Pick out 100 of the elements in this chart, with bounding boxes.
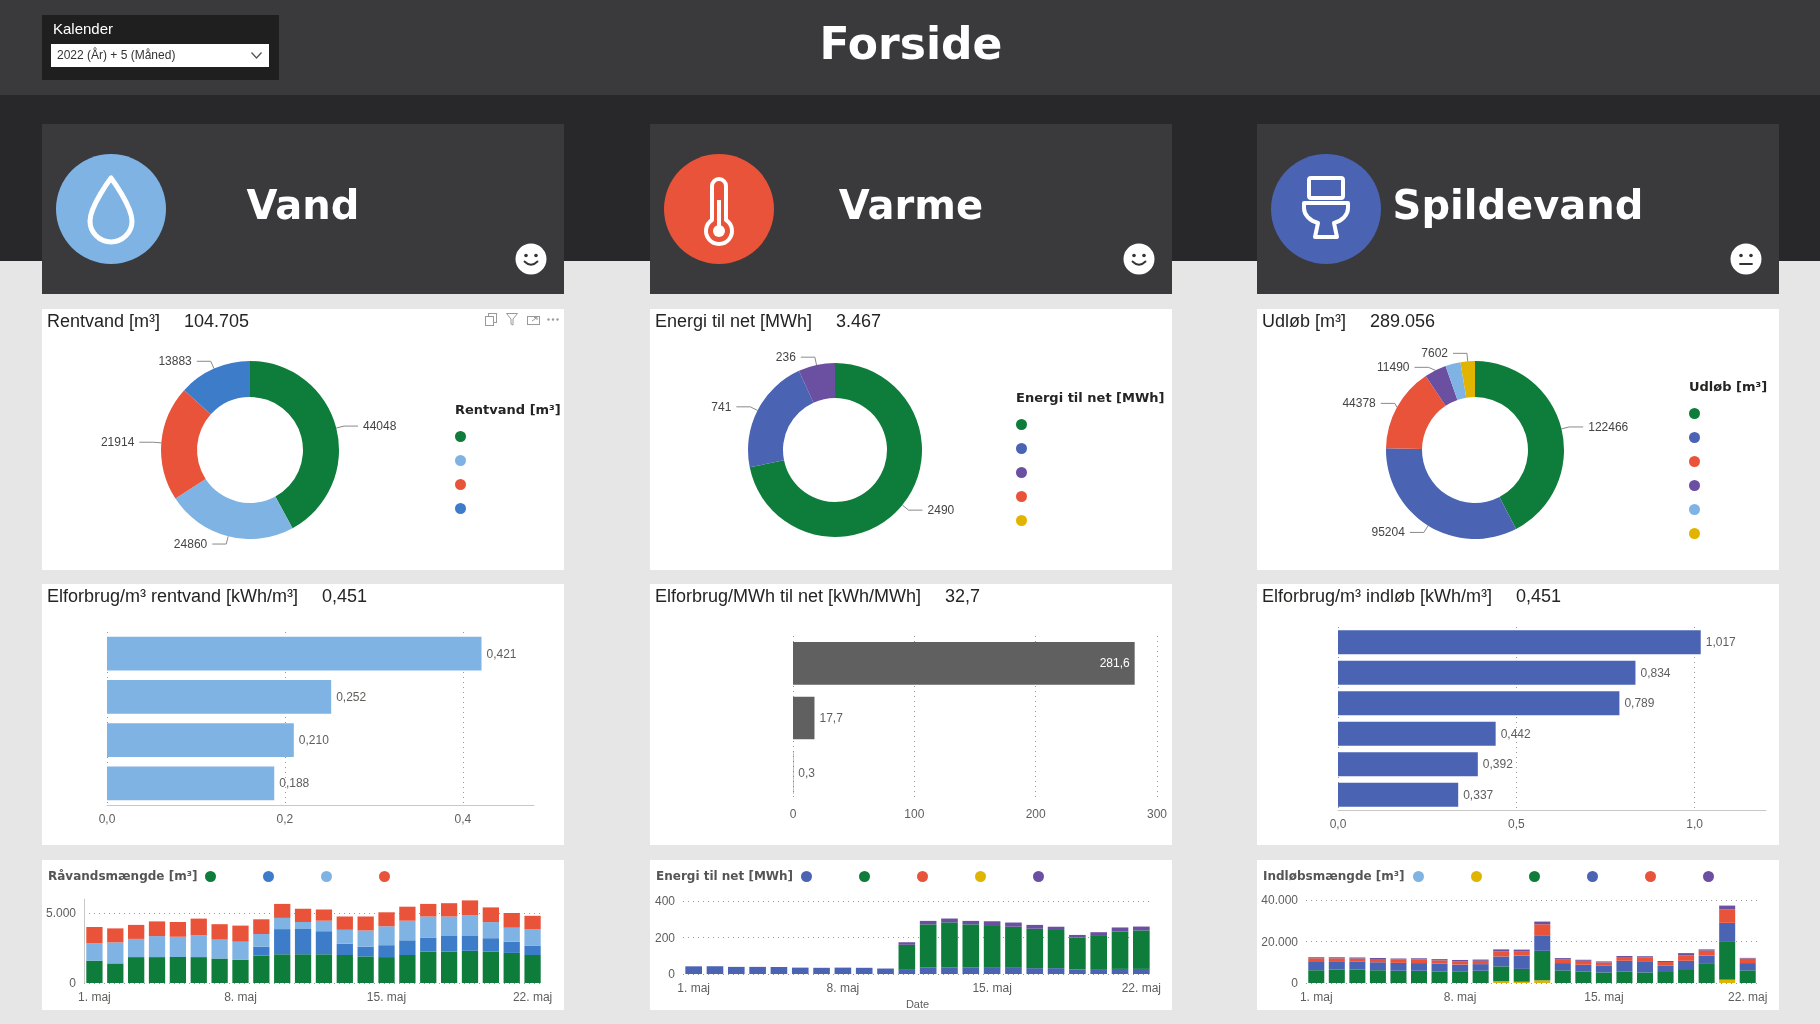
bar: [378, 945, 395, 958]
bar: [169, 957, 187, 983]
bar: [294, 922, 312, 930]
bar: [1719, 941, 1736, 980]
bar: [107, 680, 332, 714]
bar: [1493, 956, 1510, 967]
chart-subtitle: 0,451: [1516, 586, 1562, 606]
bar: [399, 920, 416, 941]
data-label: 0,3: [798, 765, 816, 780]
chart-subtitle: 3.467: [836, 311, 882, 331]
bar: [1513, 949, 1530, 952]
bar: [190, 935, 207, 958]
text: 2022 (År) + 5 (Måned): [57, 48, 176, 62]
bar: [855, 967, 873, 974]
bar: [1719, 909, 1736, 923]
data-label: 17,7: [819, 711, 844, 725]
bar: [1308, 970, 1325, 983]
bar: [983, 921, 1001, 926]
bar: [440, 951, 458, 983]
bar: [1575, 971, 1592, 983]
x-tick-label: 1. maj: [78, 990, 111, 1004]
legend-title: Rentvand [m³]: [455, 402, 561, 417]
bar: [336, 916, 353, 930]
bar: [1554, 963, 1571, 971]
bar: [1369, 962, 1386, 971]
bar: [1636, 957, 1654, 962]
bar: [1431, 963, 1448, 972]
bar: [1111, 931, 1129, 969]
bar: [253, 934, 270, 947]
bar: [983, 925, 1001, 968]
y-tick-label: 20.000: [1261, 934, 1299, 949]
bar: [898, 942, 916, 945]
bar: [378, 926, 395, 946]
legend-title: Råvandsmængde [m³]: [48, 869, 198, 883]
bar: [1338, 660, 1636, 685]
data-label: 95204: [1371, 525, 1406, 540]
data-label: 1,017: [1705, 635, 1737, 650]
bar: [962, 967, 980, 974]
bar: [190, 957, 207, 983]
bar: [1026, 924, 1044, 929]
bar: [1349, 961, 1366, 970]
bar: [378, 957, 395, 983]
bar: [336, 943, 353, 955]
chart-title: Udløb [m³]: [1262, 311, 1347, 331]
bar: [211, 958, 228, 983]
data-label: 741: [711, 399, 732, 414]
text: Kalender: [53, 20, 114, 37]
bar: [1719, 922, 1736, 942]
x-axis-title: Date: [905, 997, 930, 1010]
bar: [1090, 969, 1108, 974]
bar: [1133, 930, 1150, 969]
legend-title: Udløb [m³]: [1689, 379, 1768, 394]
bar: [1047, 930, 1065, 969]
bar: [1410, 959, 1428, 964]
bar: [706, 966, 724, 974]
bar: [190, 918, 207, 936]
bar: [503, 913, 520, 928]
bar: [420, 937, 437, 952]
chart-title: Elforbrug/m³ indløb [kWh/m³]: [1262, 586, 1493, 606]
bar: [1575, 960, 1592, 965]
x-tick-label: 300: [1146, 807, 1168, 821]
bar: [1390, 962, 1407, 971]
bar: [1698, 963, 1715, 983]
bar: [315, 931, 333, 955]
bar: [1026, 968, 1044, 974]
bar: [128, 957, 145, 983]
bar: [232, 941, 249, 960]
x-tick-label: 1,0: [1686, 817, 1704, 831]
bar: [524, 929, 541, 946]
bar: [1472, 960, 1489, 965]
data-label: 44378: [1342, 396, 1377, 411]
text: Vand: [246, 182, 360, 228]
bar: [1390, 970, 1407, 983]
bar: [315, 909, 333, 921]
bar: [1090, 935, 1108, 970]
bar: [898, 969, 916, 974]
x-tick-label: 0,2: [276, 812, 294, 826]
bar: [1534, 980, 1551, 983]
data-label: 0,337: [1463, 787, 1494, 802]
chart-subtitle: 0,451: [322, 586, 368, 606]
bar: [1410, 963, 1428, 971]
text: Forside: [819, 18, 1003, 69]
x-tick-label: 22. maj: [1121, 981, 1162, 995]
bar: [169, 936, 187, 958]
x-tick-label: 8. maj: [224, 990, 257, 1004]
bar: [877, 968, 894, 974]
bar: [1047, 968, 1065, 974]
data-label: 122466: [1588, 419, 1629, 434]
data-label: 0,188: [279, 776, 310, 791]
bar: [148, 936, 166, 958]
data-label: 24860: [173, 537, 208, 552]
bar: [503, 941, 520, 953]
chart-subtitle: 104.705: [184, 311, 250, 331]
bar: [274, 954, 291, 983]
bar: [1678, 960, 1695, 970]
bar: [1513, 968, 1530, 982]
bar: [357, 956, 374, 983]
bar: [770, 966, 788, 974]
bar: [1595, 965, 1612, 973]
bar: [1005, 967, 1022, 974]
